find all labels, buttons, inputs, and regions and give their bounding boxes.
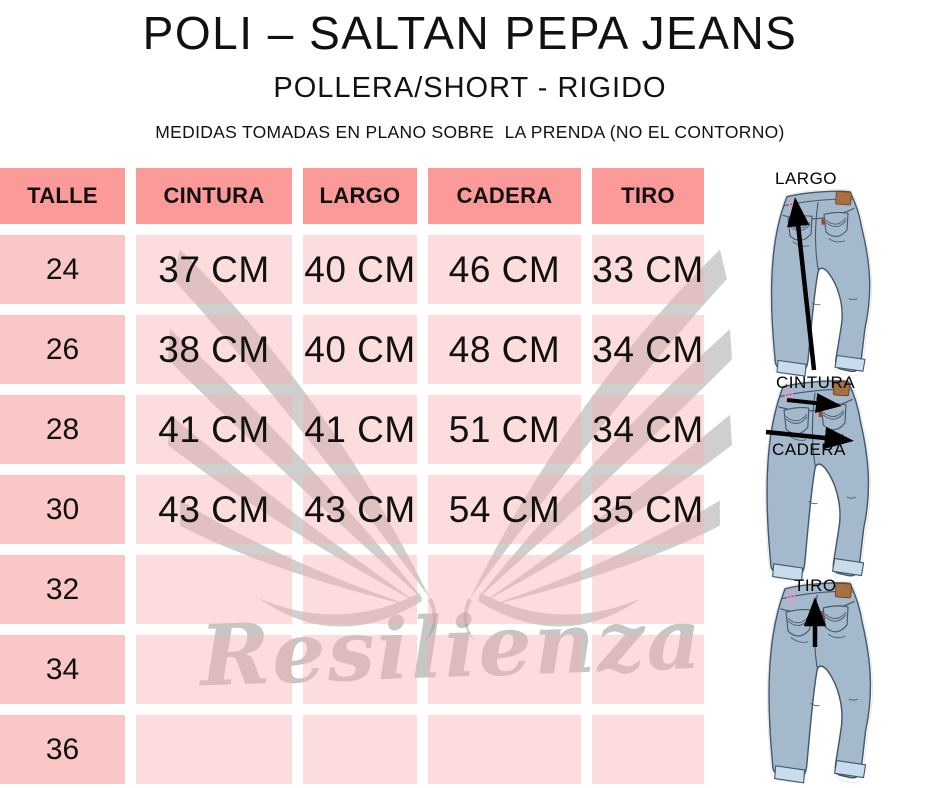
size-cell: 32 [0,555,125,624]
measure-cell: 40 CM [303,235,417,304]
cintura-arrow [786,393,842,414]
size-cell: 28 [0,395,125,464]
measure-cell: 41 CM [136,395,292,464]
right-wing [463,249,732,643]
measure-cell: 51 CM [428,395,581,464]
measure-cell [136,715,292,784]
measure-cell: 43 CM [303,475,417,544]
measure-cell: 41 CM [303,395,417,464]
size-table: TALLE CINTURA LARGO CADERA TIRO 24 37 CM… [0,168,704,784]
measure-cell: 54 CM [428,475,581,544]
largo-arrow [787,197,817,371]
size-cell: 26 [0,315,125,384]
measure-cell [303,555,417,624]
column-header-cadera: CADERA [428,168,581,224]
measure-cell [592,635,704,704]
column-header-talle: TALLE [0,168,125,224]
measure-cell: 34 CM [592,315,704,384]
cintura-label: CINTURA [776,373,856,392]
left-wing [168,249,437,643]
cadera-arrow [765,426,854,450]
measure-cell [428,715,581,784]
measurement-note: MEDIDAS TOMADAS EN PLANO SOBRE LA PRENDA… [155,122,785,142]
size-cell: 24 [0,235,125,304]
header: POLI – SALTAN PEPA JEANS POLLERA/SHORT -… [0,0,940,143]
measure-cell [592,715,704,784]
measure-cell [303,635,417,704]
size-cell: 30 [0,475,125,544]
page-title: POLI – SALTAN PEPA JEANS [142,7,798,59]
size-cell: 36 [0,715,125,784]
column-header-tiro: TIRO [592,168,704,224]
measure-cell: 46 CM [428,235,581,304]
measure-cell [428,555,581,624]
measure-cell: 40 CM [303,315,417,384]
measure-cell: 34 CM [592,395,704,464]
page-subtitle: POLLERA/SHORT - RIGIDO [273,72,667,104]
measure-cell: 33 CM [592,235,704,304]
measure-cell: 38 CM [136,315,292,384]
size-cell: 34 [0,635,125,704]
measure-cell [303,715,417,784]
cadera-label: CADERA [772,440,846,459]
column-header-largo: LARGO [303,168,417,224]
measurement-arrows [765,197,854,647]
measure-cell [136,635,292,704]
measure-cell [428,635,581,704]
measure-cell: 43 CM [136,475,292,544]
largo-label: LARGO [775,169,838,188]
measure-cell [592,555,704,624]
column-header-cintura: CINTURA [136,168,292,224]
measure-cell: 35 CM [592,475,704,544]
measure-cell [136,555,292,624]
tiro-label: TIRO [794,576,837,595]
measure-cell: 37 CM [136,235,292,304]
measure-cell: 48 CM [428,315,581,384]
wings-watermark-icon [168,249,732,643]
